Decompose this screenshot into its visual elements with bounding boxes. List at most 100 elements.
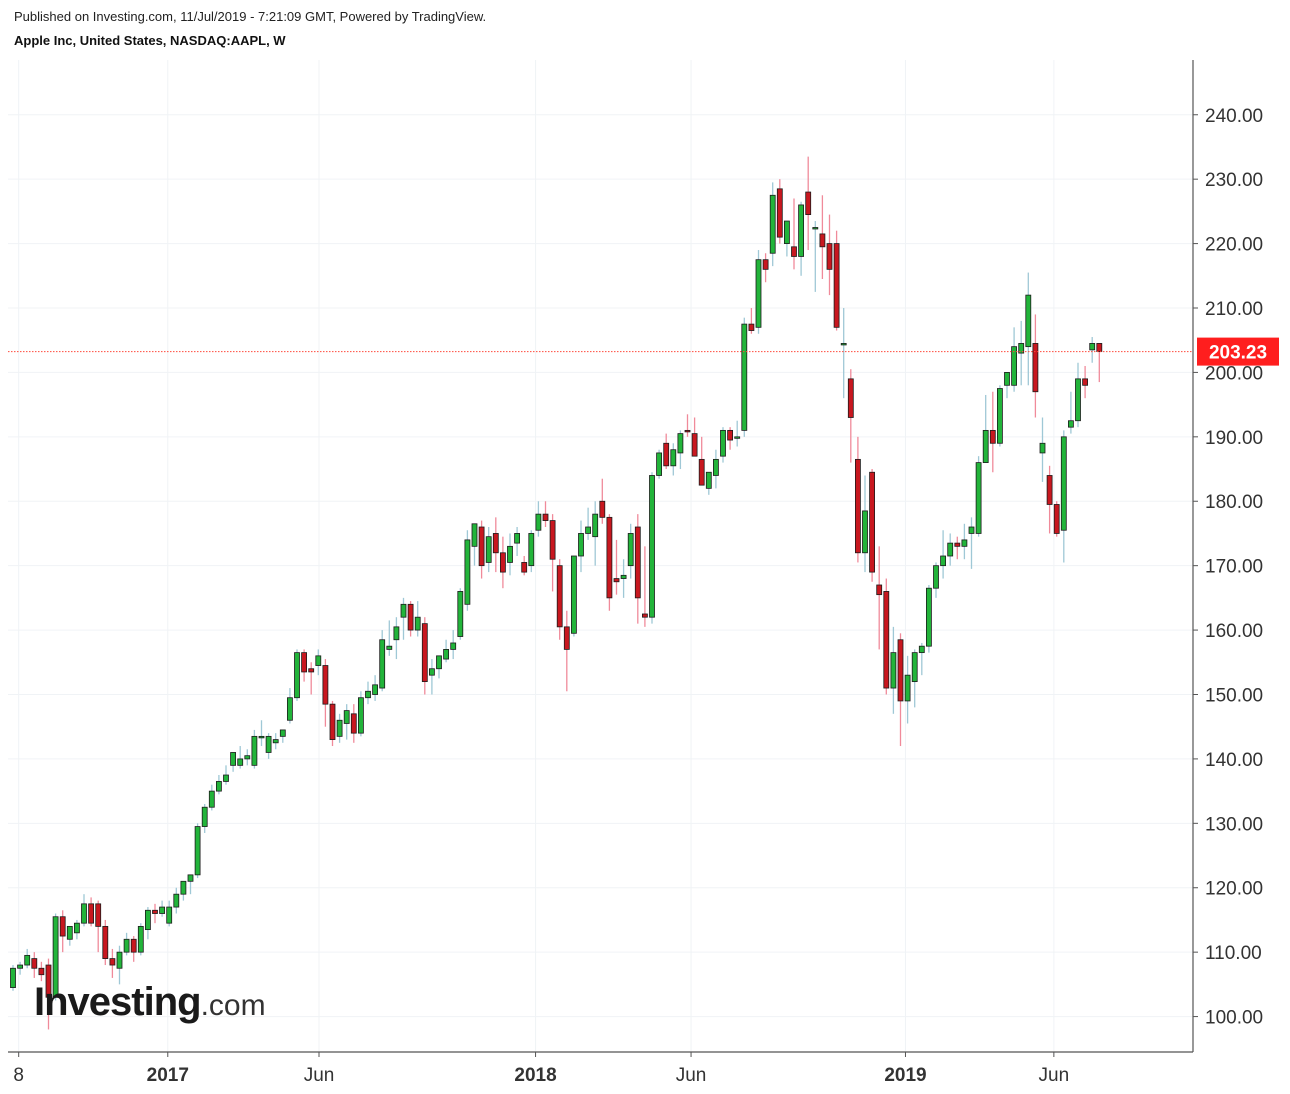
candle-body <box>727 429 733 441</box>
candle-up <box>66 925 73 946</box>
candle-body <box>713 458 719 476</box>
candle-body <box>698 458 705 486</box>
candle-up <box>215 775 222 795</box>
candle-up <box>286 688 293 724</box>
candle-body <box>1082 378 1088 386</box>
candle-down <box>421 617 428 695</box>
candle-body <box>137 925 144 953</box>
candle-body <box>31 958 38 969</box>
candle-down <box>499 536 506 589</box>
candle-body <box>180 880 187 895</box>
y-tick-label: 230.00 <box>1205 170 1263 191</box>
candle-body <box>144 909 151 931</box>
candle-body <box>279 729 286 737</box>
candle-body <box>862 510 868 554</box>
candle-up <box>933 562 939 598</box>
candle-up <box>997 385 1003 447</box>
candle-up <box>627 523 634 579</box>
candle-down <box>897 633 904 747</box>
candle-body <box>414 616 421 631</box>
candle-body <box>1075 378 1081 422</box>
y-tick-label: 200.00 <box>1205 363 1263 384</box>
candle-body <box>492 533 499 554</box>
candle-up <box>585 507 591 540</box>
candle-down <box>407 601 414 637</box>
candle-body <box>194 826 201 876</box>
candle-body <box>1004 372 1010 386</box>
candle-down <box>847 369 854 463</box>
candle-body <box>507 545 513 563</box>
candle-up <box>272 733 279 750</box>
candle-up <box>116 945 123 985</box>
candle-body <box>663 442 670 467</box>
chart-axes: 100.00 110.00 120.00 130.00 140.00 150.00 160.… <box>8 60 1263 1086</box>
candle-up <box>137 923 144 956</box>
candle-body <box>961 539 968 547</box>
chart-grid <box>8 60 1193 1052</box>
candle-down <box>301 649 308 682</box>
candle-up <box>223 765 229 785</box>
candle-body <box>720 429 726 457</box>
candle-body <box>833 243 840 328</box>
candle-up <box>244 749 251 766</box>
candle-up <box>720 427 726 463</box>
candle-body <box>634 526 641 599</box>
candle-down <box>634 514 641 624</box>
candle-body <box>684 429 691 433</box>
candle-down <box>819 195 826 280</box>
candle-up <box>258 720 265 747</box>
candle-up <box>343 704 350 740</box>
candle-body <box>840 343 847 346</box>
candle-down <box>38 961 45 982</box>
candle-down <box>350 704 357 743</box>
candle-down <box>776 179 783 244</box>
candle-up <box>230 752 237 772</box>
y-tick-label: 240.00 <box>1205 106 1263 127</box>
candle-up <box>1025 272 1032 386</box>
candle-body <box>947 542 954 557</box>
candle-body <box>10 967 16 988</box>
candle-body <box>301 652 308 673</box>
candle-up <box>1018 320 1025 386</box>
candlestick-series <box>10 156 1103 1030</box>
candle-body <box>116 951 123 969</box>
candle-up <box>414 601 421 637</box>
candle-body <box>741 323 748 431</box>
candle-up <box>571 555 577 637</box>
candle-down <box>698 436 705 486</box>
candle-body <box>123 938 130 953</box>
last-price-label: 203.23 <box>1209 343 1267 364</box>
candle-up <box>393 617 400 660</box>
candle-up <box>1068 391 1074 434</box>
y-tick-label: 130.00 <box>1205 814 1263 835</box>
candle-body <box>457 591 464 637</box>
candle-body <box>585 526 591 534</box>
candle-down <box>563 610 570 692</box>
candle-up <box>918 642 925 676</box>
candle-up <box>81 894 87 927</box>
y-tick-label: 210.00 <box>1205 299 1263 320</box>
candle-body <box>59 916 66 937</box>
candle-body <box>215 781 222 792</box>
candle-down <box>31 952 38 978</box>
candle-body <box>343 710 350 724</box>
candle-up <box>201 804 208 833</box>
y-tick-label: 140.00 <box>1205 750 1263 771</box>
candle-down <box>954 536 961 560</box>
candle-up <box>1089 336 1096 363</box>
published-caption: Published on Investing.com, 11/Jul/2019 … <box>14 9 487 24</box>
y-tick-label: 150.00 <box>1205 685 1263 706</box>
candle-body <box>443 649 450 660</box>
candle-up <box>10 965 16 991</box>
candle-down <box>727 427 733 450</box>
candle-body <box>187 874 194 882</box>
candle-down <box>95 900 102 953</box>
candle-body <box>421 623 428 683</box>
candle-up <box>890 626 897 714</box>
candle-body <box>528 533 535 567</box>
candle-up <box>194 823 201 879</box>
candle-up <box>514 527 520 556</box>
candle-up <box>911 649 918 708</box>
candle-up <box>798 201 804 276</box>
